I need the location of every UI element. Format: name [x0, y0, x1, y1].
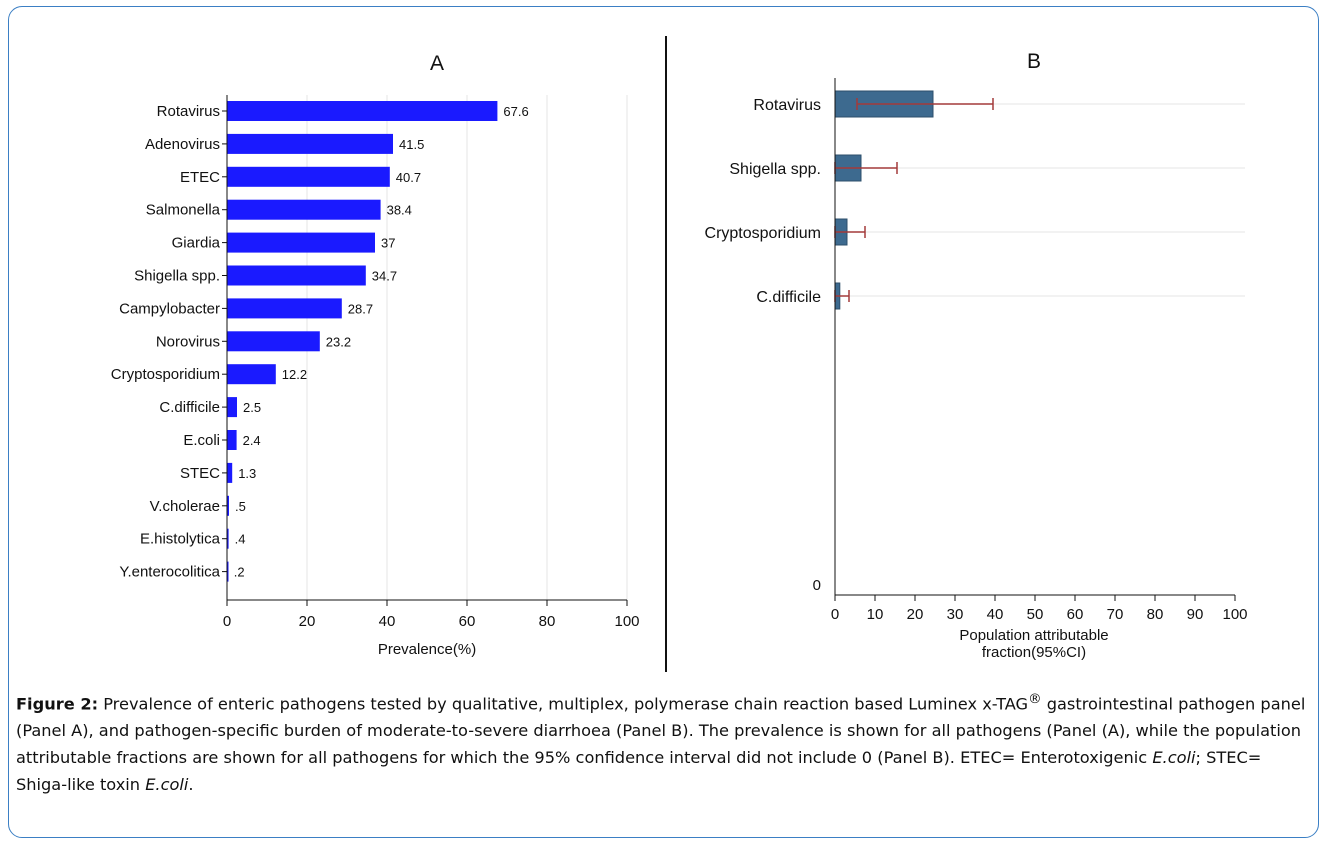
bar-campylobacter — [227, 298, 342, 319]
x-tick-label-90: 90 — [1187, 606, 1204, 623]
bar-v-cholerae — [227, 495, 229, 516]
x-tick-label-100: 100 — [1222, 606, 1247, 623]
value-label-campylobacter: 28.7 — [348, 301, 373, 316]
y-label-shigella-spp: Shigella spp. — [134, 268, 220, 285]
y-label-stec: STEC — [180, 465, 220, 482]
y-label-y-enterocolitica: Y.enterocolitica — [119, 564, 220, 581]
y-label-etec: ETEC — [180, 169, 220, 186]
y-label-v-cholerae: V.cholerae — [150, 498, 220, 515]
bar-e-coli — [227, 430, 237, 450]
chart-b-title: B — [1027, 50, 1041, 73]
caption-text-3: ; STEC= Shiga-like toxin — [16, 748, 1262, 795]
value-label-e-coli: 2.4 — [243, 433, 261, 448]
figure-caption: Figure 2: Prevalence of enteric pathogen… — [16, 686, 1316, 798]
value-label-cryptosporidium: 12.2 — [282, 367, 307, 382]
y-label-shigella-spp: Shigella spp. — [729, 161, 821, 178]
x-tick-label-70: 70 — [1107, 606, 1124, 623]
figure-frame — [8, 6, 1319, 838]
y-label-rotavirus: Rotavirus — [157, 103, 220, 120]
x-tick-label-20: 20 — [299, 613, 316, 630]
value-label-e-histolytica: .4 — [235, 532, 246, 547]
y-label-salmonella: Salmonella — [146, 202, 221, 219]
y-label-adenovirus: Adenovirus — [145, 136, 220, 153]
y-label-campylobacter: Campylobacter — [119, 300, 220, 317]
caption-text-2: gastrointestinal pathogen panel (Panel A… — [16, 694, 1306, 768]
chart-a: 67.6 41.5 40.7 38.4 37 34.7 28.7 23.2 12.2 2.5 2.4… — [111, 52, 640, 658]
x-tick-label-0: 0 — [223, 613, 231, 630]
x-tick-label-60: 60 — [459, 613, 476, 630]
value-label-norovirus: 23.2 — [326, 334, 351, 349]
x-tick-label-40: 40 — [987, 606, 1004, 623]
bar-shigella-spp — [227, 265, 366, 286]
bar-giardia — [227, 232, 375, 253]
chart-b: 0 10 20 30 40 50 60 70 80 90 100 0 Rotavirus Shigella… — [705, 50, 1248, 661]
y-label-giardia: Giardia — [172, 235, 221, 252]
caption-text-1: Prevalence of enteric pathogens tested b… — [98, 694, 1029, 714]
bar-etec — [227, 166, 390, 187]
value-label-salmonella: 38.4 — [387, 203, 412, 218]
y-label-rotavirus: Rotavirus — [753, 97, 821, 114]
y-label-e-histolytica: E.histolytica — [140, 531, 221, 548]
x-tick-label-10: 10 — [867, 606, 884, 623]
y-label-e-coli: E.coli — [183, 432, 220, 449]
bar-salmonella — [227, 199, 381, 220]
x-tick-label-20: 20 — [907, 606, 924, 623]
x-tick-label-60: 60 — [1067, 606, 1084, 623]
y-label-zero: 0 — [813, 577, 821, 594]
value-label-etec: 40.7 — [396, 170, 421, 185]
value-label-rotavirus: 67.6 — [503, 104, 528, 119]
bar-adenovirus — [227, 133, 393, 154]
caption-label: Figure 2: — [16, 694, 99, 714]
y-label-cryptosporidium: Cryptosporidium — [111, 366, 220, 383]
x-tick-label-50: 50 — [1027, 606, 1044, 623]
value-label-adenovirus: 41.5 — [399, 137, 424, 152]
x-tick-label-100: 100 — [614, 613, 639, 630]
value-label-shigella-spp: 34.7 — [372, 269, 397, 284]
bar-y-enterocolitica — [227, 561, 229, 582]
bar-rotavirus — [227, 101, 498, 121]
caption-text-4: . — [188, 775, 194, 795]
value-label-stec: 1.3 — [238, 466, 256, 481]
x-tick-label-80: 80 — [539, 613, 556, 630]
chart-a-title: A — [430, 52, 444, 75]
value-label-y-enterocolitica: .2 — [234, 565, 245, 580]
chart-b-xlabel-line2: fraction(95%CI) — [982, 644, 1086, 661]
value-label-v-cholerae: .5 — [235, 499, 246, 514]
x-tick-label-80: 80 — [1147, 606, 1164, 623]
caption-registered-mark: ® — [1028, 691, 1042, 707]
x-tick-label-0: 0 — [831, 606, 839, 623]
chart-b-xlabel-line1: Population attributable — [959, 627, 1108, 644]
bar-stec — [227, 462, 233, 483]
bar-norovirus — [227, 331, 320, 352]
value-label-c-difficile: 2.5 — [243, 400, 261, 415]
x-tick-label-40: 40 — [379, 613, 396, 630]
y-label-c-difficile: C.difficile — [756, 289, 821, 306]
bar-cryptosporidium — [227, 364, 276, 385]
caption-italic-ecoli-2: E.coli — [145, 775, 189, 795]
bar-e-histolytica — [227, 528, 229, 549]
chart-a-xlabel: Prevalence(%) — [378, 641, 476, 658]
y-label-c-difficile: C.difficile — [159, 399, 220, 416]
x-tick-label-30: 30 — [947, 606, 964, 623]
value-label-giardia: 37 — [381, 236, 395, 251]
bar-c-difficile — [227, 397, 237, 418]
y-label-norovirus: Norovirus — [156, 333, 220, 350]
y-label-cryptosporidium: Cryptosporidium — [705, 225, 821, 242]
caption-italic-ecoli-1: E.coli — [1152, 748, 1196, 768]
panel-divider — [665, 36, 667, 672]
